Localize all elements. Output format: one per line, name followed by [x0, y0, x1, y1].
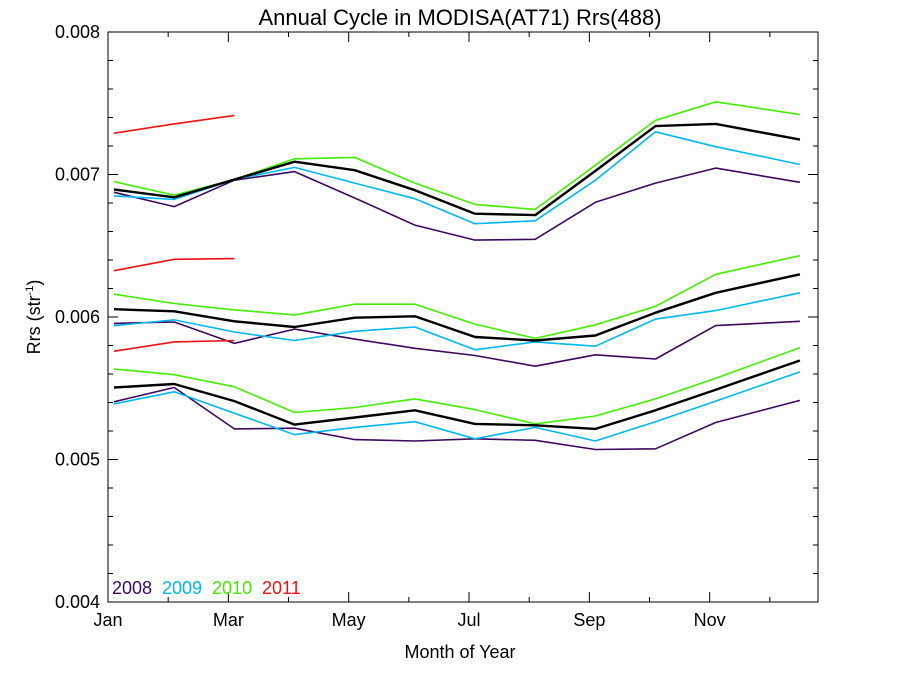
y-tick-label: 0.006: [55, 307, 100, 327]
legend-entry: 2008: [112, 578, 152, 598]
x-tick-label: May: [332, 610, 366, 630]
y-axis-label-superscript: -1: [24, 286, 36, 296]
y-tick-label: 0.005: [55, 450, 100, 470]
series-line: [113, 114, 235, 134]
series-line: [113, 386, 801, 451]
x-tick-labels: Jan Mar May Jul Sep Nov: [93, 610, 725, 630]
y-tick-label: 0.008: [55, 22, 100, 42]
x-tick-label: Nov: [694, 610, 726, 630]
series-line: [113, 273, 801, 342]
y-axis-label-main: Rrs (str: [24, 295, 44, 354]
series-line: [113, 254, 801, 340]
series-line: [113, 292, 801, 351]
series-line: [113, 359, 801, 431]
series-layer: [113, 101, 801, 451]
series-line: [113, 131, 801, 225]
series-line: [113, 257, 235, 272]
series-line: [113, 339, 235, 352]
series-line: [113, 371, 801, 442]
x-tick-label: Sep: [573, 610, 605, 630]
series-line: [113, 167, 801, 241]
legend-entry: 2011: [262, 578, 301, 598]
y-axis-label: Rrs (str-1): [24, 280, 44, 355]
y-tick-labels: 0.004 0.005 0.006 0.007 0.008: [55, 22, 100, 612]
series-line: [113, 320, 800, 368]
x-tick-label: Jan: [93, 610, 122, 630]
x-tick-label: Jul: [458, 610, 481, 630]
series-line: [113, 122, 801, 217]
axis-ticks: [107, 31, 818, 603]
y-tick-label: 0.004: [55, 592, 100, 612]
x-axis-label: Month of Year: [404, 642, 515, 662]
chart-title: Annual Cycle in MODISA(AT71) Rrs(488): [258, 5, 661, 30]
legend: 2008 2009 2010 2011: [112, 578, 301, 598]
legend-entry: 2010: [212, 578, 252, 598]
y-tick-label: 0.007: [55, 165, 100, 185]
x-tick-label: Mar: [213, 610, 244, 630]
series-line: [113, 346, 801, 425]
y-axis-label-close: ): [24, 280, 44, 286]
legend-entry: 2009: [162, 578, 202, 598]
